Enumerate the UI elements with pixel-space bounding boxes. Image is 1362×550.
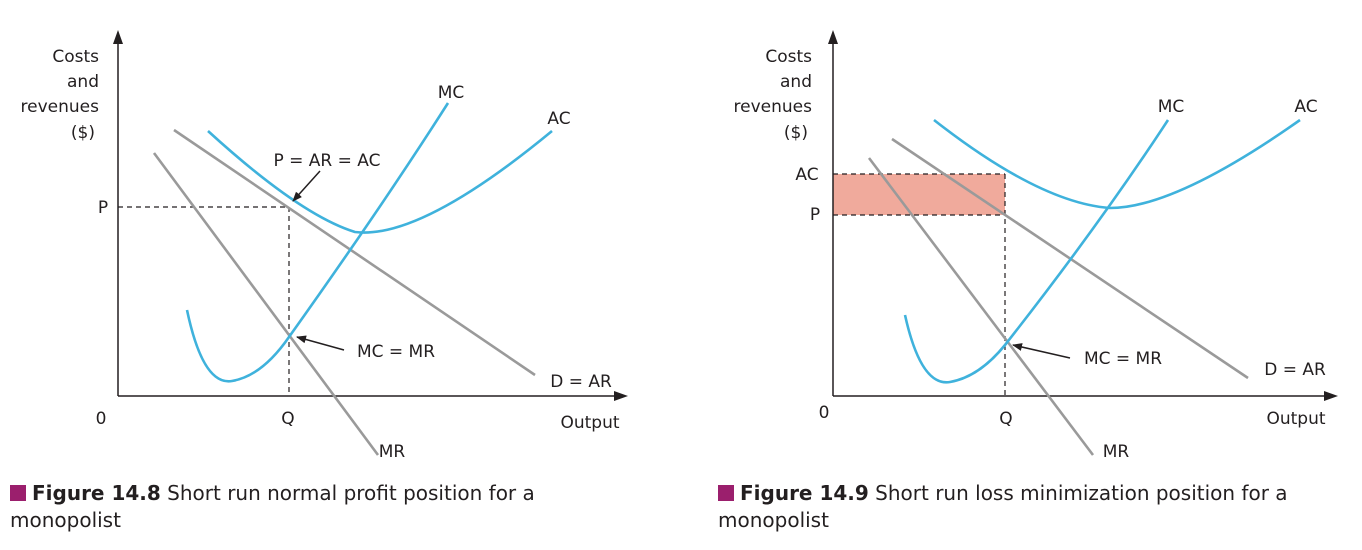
fig2-ylabel-units: ($) [784, 123, 808, 143]
diagrams-canvas: Costs and revenues ($) 0 Output P Q MC A… [21, 30, 1338, 462]
fig2-mc-label: MC [1158, 97, 1185, 117]
caption-figure-number: Figure 14.8 [32, 481, 161, 505]
fig1-mc-curve [185, 102, 450, 383]
fig2-annotation-arrow-mid [1012, 343, 1071, 359]
fig2-ac-curve [933, 118, 1301, 210]
fig1-demand-label: D = AR [550, 372, 612, 392]
fig1-y-axis-arrow [113, 30, 123, 44]
fig1-mr-line [152, 152, 380, 456]
figure-14-9-caption: Figure 14.9 Short run loss minimization … [718, 480, 1358, 534]
fig1-p-tick-label: P [98, 198, 108, 218]
fig1-x-label: Output [560, 413, 619, 433]
figure-14-8-diagram: Costs and revenues ($) 0 Output P Q MC A… [21, 30, 628, 462]
caption-figure-number: Figure 14.9 [740, 481, 869, 505]
fig2-annotation-mc-mr: MC = MR [1084, 349, 1162, 369]
fig1-ylabel-revenues: revenues [21, 97, 100, 117]
fig2-loss-area [833, 174, 1005, 215]
fig1-annotation-arrow-top [292, 170, 321, 202]
fig1-origin: 0 [96, 409, 107, 429]
fig1-annotation-arrow-mid [296, 335, 345, 351]
fig1-ylabel-costs: Costs [52, 47, 99, 67]
fig1-mc-label: MC [438, 83, 465, 103]
fig2-x-axis-arrow [1324, 391, 1338, 401]
fig1-ac-curve [207, 129, 553, 234]
fig2-ylabel-and: and [780, 72, 812, 92]
fig2-y-axis-arrow [828, 30, 838, 44]
fig2-ylabel-costs: Costs [765, 47, 812, 67]
fig2-mc-curve [903, 119, 1170, 384]
fig2-demand-label: D = AR [1264, 360, 1326, 380]
fig2-ac-tick-label: AC [795, 165, 818, 185]
fig2-p-tick-label: P [810, 205, 820, 225]
fig2-ylabel-revenues: revenues [734, 97, 813, 117]
figure-14-9-diagram: Costs and revenues ($) 0 Output AC P Q M… [734, 30, 1338, 462]
fig1-ylabel-units: ($) [71, 123, 95, 143]
fig1-q-tick-label: Q [281, 409, 294, 429]
figure-14-8-caption: Figure 14.8 Short run normal profit posi… [10, 480, 650, 534]
caption-marker-icon [718, 485, 734, 501]
fig1-ac-label: AC [547, 109, 570, 129]
fig1-mr-label: MR [379, 442, 406, 462]
fig2-ac-label: AC [1294, 97, 1317, 117]
caption-text: Short run loss minimization position for… [718, 481, 1288, 532]
caption-marker-icon [10, 485, 26, 501]
fig2-mr-label: MR [1103, 442, 1130, 462]
fig1-annotation-p-ar-ac: P = AR = AC [274, 151, 381, 171]
fig1-ylabel-and: and [67, 72, 99, 92]
fig1-annotation-mc-mr: MC = MR [357, 342, 435, 362]
fig2-x-label: Output [1266, 409, 1325, 429]
fig2-q-tick-label: Q [999, 409, 1012, 429]
caption-text: Short run normal profit position for a m… [10, 481, 535, 532]
fig1-x-axis-arrow [614, 391, 628, 401]
fig2-mr-line [867, 157, 1095, 456]
fig2-origin: 0 [819, 403, 830, 423]
fig1-demand-line [173, 128, 536, 377]
